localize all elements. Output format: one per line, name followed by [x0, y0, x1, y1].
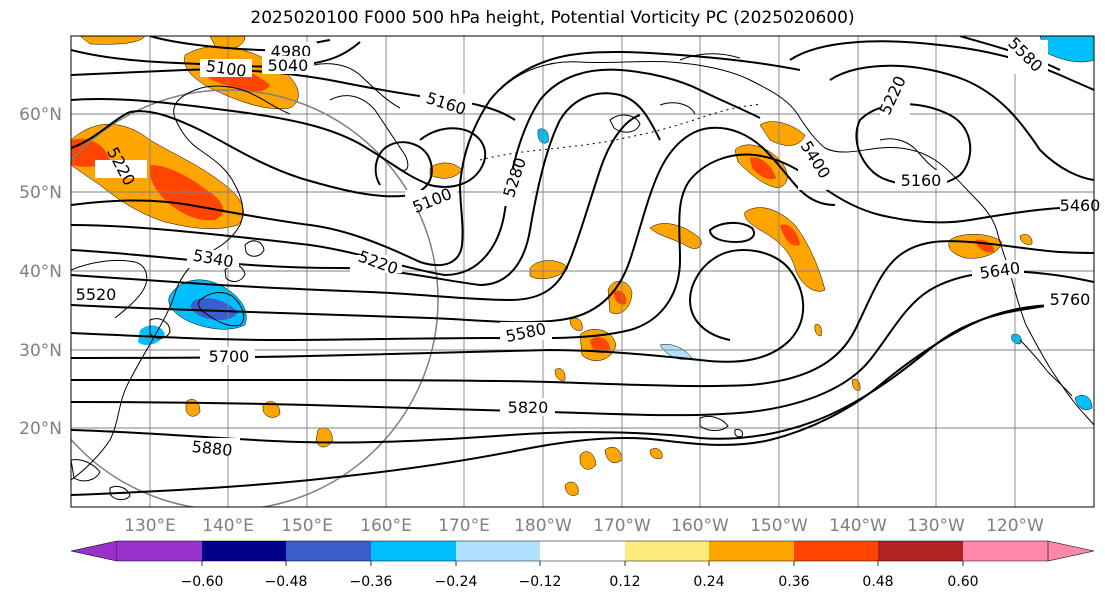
- svg-text:5160: 5160: [901, 171, 942, 190]
- contour-label: 5700: [200, 347, 255, 366]
- colorbar-segment: [878, 541, 963, 561]
- map-panel: [71, 36, 1094, 507]
- colorbar-tick-label: 0.48: [862, 574, 893, 590]
- colorbar-tick-label: 0.60: [947, 574, 978, 590]
- lon-label: 160°E: [360, 516, 412, 536]
- contour-label: 5280: [499, 155, 532, 206]
- lon-label: 160°W: [671, 516, 729, 536]
- lon-axis: 130°E 140°E 150°E 160°E 170°E 180°W 170°…: [124, 516, 1044, 536]
- lat-label: 30°N: [19, 341, 62, 361]
- lon-label: 140°W: [829, 516, 887, 536]
- colorbar-tick-label: −0.12: [519, 574, 562, 590]
- svg-text:5880: 5880: [191, 437, 233, 460]
- lat-label: 50°N: [19, 183, 62, 203]
- colorbar-segment: [371, 541, 456, 561]
- contour-label: 5220: [875, 73, 910, 125]
- contour-label: 5760: [1044, 290, 1094, 309]
- contour-label: 5040: [262, 56, 314, 75]
- svg-text:5460: 5460: [1060, 196, 1101, 215]
- lat-label: 40°N: [19, 262, 62, 282]
- lat-label: 60°N: [19, 105, 62, 125]
- svg-text:5700: 5700: [209, 347, 250, 366]
- lon-label: 180°W: [514, 516, 572, 536]
- svg-text:5520: 5520: [76, 285, 117, 304]
- colorbar-tick-label: −0.48: [265, 574, 308, 590]
- contour-label: 5820: [500, 398, 555, 417]
- lon-label: 130°E: [124, 516, 176, 536]
- range-circle: [71, 89, 439, 507]
- lat-label: 20°N: [19, 419, 62, 439]
- colorbar-extend-high: [1047, 540, 1095, 562]
- colorbar-segment: [540, 541, 625, 561]
- map-frame: [70, 35, 1095, 508]
- colorbar-segment: [709, 541, 794, 561]
- pv-shading: [71, 36, 1094, 496]
- lon-label: 140°E: [202, 516, 254, 536]
- lon-label: 170°E: [438, 516, 490, 536]
- colorbar-segment: [794, 541, 878, 561]
- svg-text:5820: 5820: [508, 398, 549, 417]
- colorbar-segment: [117, 541, 202, 561]
- colorbar-segment: [286, 541, 371, 561]
- map-title: 2025020100 F000 500 hPa height, Potentia…: [250, 8, 855, 28]
- colorbar-tick-label: −0.36: [350, 574, 393, 590]
- colorbar-tick-label: 0.36: [778, 574, 809, 590]
- svg-text:5760: 5760: [1050, 290, 1091, 309]
- lon-label: 170°W: [593, 516, 651, 536]
- contour-label: 5520: [71, 285, 123, 304]
- contour-label: 5640: [972, 258, 1024, 283]
- svg-text:5040: 5040: [268, 56, 309, 75]
- colorbar: −0.60 −0.48 −0.36 −0.24 −0.12 0.12 0.24 …: [70, 540, 1095, 590]
- colorbar-segment: [963, 541, 1048, 561]
- contour-label: 5880: [185, 437, 240, 460]
- lat-axis: 60°N 50°N 40°N 30°N 20°N: [19, 105, 62, 439]
- contour-label: 5460: [1060, 196, 1101, 215]
- contour-label: 5580: [1004, 34, 1048, 76]
- colorbar-segment: [456, 541, 540, 561]
- colorbar-tick-label: 0.12: [609, 574, 640, 590]
- lon-label: 120°W: [986, 516, 1044, 536]
- colorbar-segment: [625, 541, 709, 561]
- contour-label: 5160: [895, 170, 947, 190]
- lon-label: 150°W: [750, 516, 808, 536]
- colorbar-tick-label: −0.24: [435, 574, 478, 590]
- colorbar-segment: [202, 541, 286, 561]
- lon-label: 150°E: [281, 516, 333, 536]
- lon-label: 130°W: [907, 516, 965, 536]
- colorbar-extend-low: [70, 540, 118, 562]
- colorbar-tick-label: −0.60: [181, 574, 224, 590]
- colorbar-tick-label: 0.24: [693, 574, 724, 590]
- contour-label: 5100: [200, 56, 252, 81]
